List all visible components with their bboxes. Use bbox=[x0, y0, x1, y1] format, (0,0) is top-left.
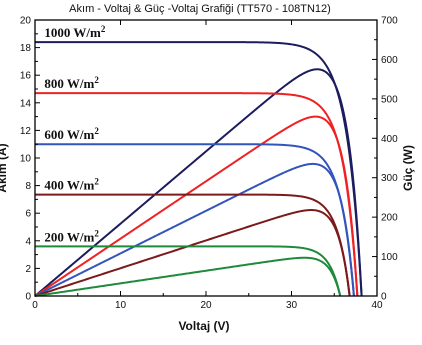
x-tick-label-4: 40 bbox=[371, 300, 383, 311]
y-left-tick-label-2: 4 bbox=[25, 236, 31, 247]
y-axis-left-label: Akım (A) bbox=[0, 143, 9, 192]
iv-curve-1 bbox=[35, 92, 359, 297]
plot-layer: 1000 W/m2 800 W/m2 600 W/m2 400 W/m2 200 W/m… bbox=[34, 24, 363, 297]
chart-title: Akım - Voltaj & Güç -Voltaj Grafiği (TT5… bbox=[69, 3, 331, 15]
irradiance-label-4: 200 W/m2 bbox=[44, 228, 99, 244]
y-right-tick-label-3: 300 bbox=[381, 173, 398, 184]
y-left-tick-label-0: 0 bbox=[25, 292, 31, 303]
pv-curve-4 bbox=[34, 256, 342, 297]
y-left-tick-label-6: 12 bbox=[20, 126, 32, 137]
y-left-tick-label-5: 10 bbox=[20, 154, 32, 165]
x-tick-label-0: 0 bbox=[32, 300, 38, 311]
y-left-tick-label-1: 2 bbox=[25, 264, 31, 275]
y-left-tick-label-8: 16 bbox=[20, 71, 32, 82]
x-axis-label: Voltaj (V) bbox=[178, 319, 229, 333]
y-left-tick-label-10: 20 bbox=[20, 16, 32, 27]
iv-curve-2 bbox=[35, 143, 355, 297]
x-tick-label-2: 20 bbox=[200, 300, 212, 311]
y-left-tick-label-4: 8 bbox=[25, 181, 31, 192]
axes-layer: 0 10 20 30 400246810121416182001002003004005… bbox=[20, 16, 398, 312]
y-right-tick-label-4: 400 bbox=[381, 134, 398, 145]
iv-curve-4 bbox=[35, 245, 342, 297]
x-tick-label-1: 10 bbox=[115, 300, 127, 311]
pv-curve-0 bbox=[34, 68, 363, 297]
y-left-tick-label-3: 6 bbox=[25, 209, 31, 220]
y-right-tick-label-2: 200 bbox=[381, 213, 398, 224]
iv-curve-3 bbox=[35, 193, 351, 297]
irradiance-label-2: 600 W/m2 bbox=[44, 126, 99, 142]
y-right-tick-label-0: 0 bbox=[381, 292, 387, 303]
irradiance-label-0: 1000 W/m2 bbox=[44, 24, 105, 40]
pv-curve-2 bbox=[34, 162, 355, 297]
plot-frame bbox=[34, 19, 378, 297]
y-right-tick-label-5: 500 bbox=[381, 94, 398, 105]
pv-curve-3 bbox=[34, 209, 351, 297]
y-right-tick-label-1: 100 bbox=[381, 252, 398, 263]
y-right-tick-label-6: 600 bbox=[381, 55, 398, 66]
irradiance-label-1: 800 W/m2 bbox=[44, 75, 99, 91]
x-tick-label-3: 30 bbox=[286, 300, 298, 311]
irradiance-label-3: 400 W/m2 bbox=[44, 177, 99, 193]
y-left-tick-label-7: 14 bbox=[20, 98, 32, 109]
y-left-tick-label-9: 18 bbox=[20, 43, 32, 54]
pv-curve-1 bbox=[34, 115, 359, 297]
y-right-tick-label-7: 700 bbox=[381, 16, 398, 27]
iv-curve-0 bbox=[35, 41, 363, 297]
y-axis-right-label: Güç (W) bbox=[401, 145, 415, 191]
